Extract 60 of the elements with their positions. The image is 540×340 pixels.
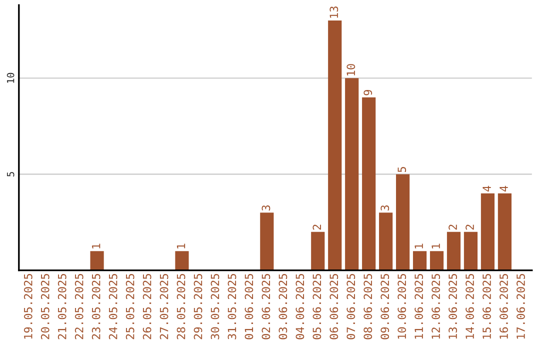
- bar: [175, 251, 189, 270]
- bar: [311, 232, 325, 270]
- data-label: 1: [176, 244, 186, 248]
- bar: [480, 193, 495, 270]
- x-tick-label: 25.05.2025: [126, 274, 134, 340]
- x-tick-label: 30.05.2025: [210, 274, 220, 340]
- bar: [362, 97, 376, 270]
- x-tick-label: 09.06.2025: [380, 274, 390, 340]
- bar: [412, 251, 427, 270]
- x-tick-label: 19.05.2025: [24, 274, 32, 339]
- data-label: 1: [432, 244, 440, 248]
- data-label: 4: [482, 186, 491, 192]
- bar: [345, 78, 359, 270]
- x-tick-label: 28.05.2025: [176, 274, 186, 340]
- bar: [430, 251, 444, 270]
- x-tick-label: 07.06.2025: [346, 274, 356, 340]
- x-tick-label: 11.06.2025: [414, 274, 424, 339]
- x-tick-label: 29.05.2025: [194, 274, 202, 340]
- bar: [90, 251, 104, 270]
- bar: [464, 232, 478, 270]
- data-label: 4: [500, 186, 508, 192]
- x-tick-label: 21.05.2025: [58, 274, 66, 340]
- x-tick-label: 02.06.2025: [262, 274, 270, 340]
- x-tick-label: 15.06.2025: [482, 274, 491, 339]
- data-label: 9: [364, 90, 372, 96]
- x-tick-label: 24.05.2025: [108, 274, 118, 340]
- bar: [379, 212, 393, 270]
- bar: [446, 232, 461, 270]
- x-tick-label: 14.06.2025: [466, 274, 474, 339]
- data-label: 5: [398, 167, 406, 172]
- x-tick-label: 17.06.2025: [516, 274, 525, 339]
- data-label: 13: [330, 6, 338, 18]
- data-label: 2: [448, 224, 457, 230]
- data-label: 10: [346, 64, 356, 76]
- x-tick-label: 01.06.2025: [244, 274, 254, 340]
- data-label: 3: [380, 205, 390, 211]
- x-tick-label: 31.05.2025: [228, 274, 236, 340]
- bar: [396, 174, 410, 270]
- bar: [328, 20, 342, 270]
- x-tick-label: 10.06.2025: [398, 274, 406, 339]
- data-label: 1: [414, 244, 423, 248]
- x-tick-label: 22.05.2025: [74, 274, 84, 340]
- data-label: 2: [312, 224, 321, 230]
- data-label: 3: [262, 205, 270, 211]
- x-tick-label: 20.05.2025: [40, 274, 50, 340]
- x-tick-label: 26.05.2025: [142, 274, 152, 340]
- x-tick-label: 27.05.2025: [160, 274, 168, 340]
- x-tick-label: 08.06.2025: [364, 274, 372, 340]
- x-tick-label: 12.06.2025: [432, 274, 440, 339]
- bar: [260, 212, 274, 270]
- x-tick-label: 05.06.2025: [312, 274, 322, 340]
- x-tick-label: 23.05.2025: [92, 274, 100, 340]
- data-label: 1: [92, 244, 100, 248]
- bar: [498, 193, 512, 270]
- x-tick-label: 06.06.2025: [330, 274, 338, 340]
- x-tick-label: 04.06.2025: [296, 274, 304, 340]
- data-label: 2: [466, 224, 474, 230]
- x-tick-label: 13.06.2025: [448, 274, 458, 339]
- x-tick-label: 03.06.2025: [278, 274, 288, 340]
- x-tick-label: 16.06.2025: [500, 274, 508, 339]
